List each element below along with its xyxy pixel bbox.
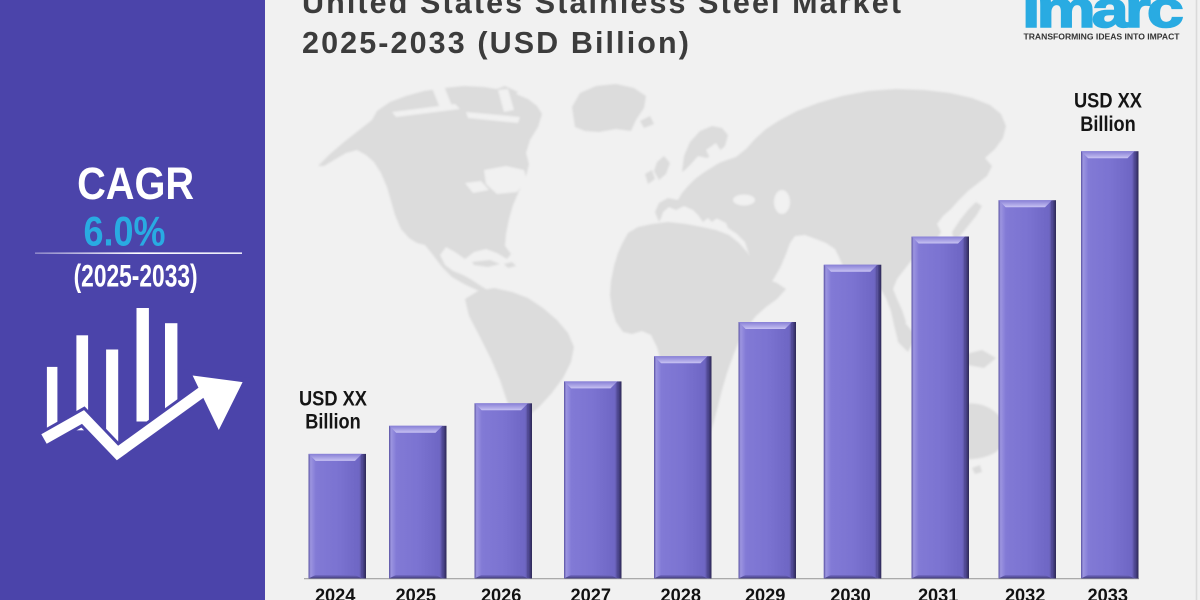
- svg-text:2027: 2027: [571, 585, 612, 600]
- svg-text:2024: 2024: [315, 585, 356, 600]
- svg-text:(2025-2033): (2025-2033): [74, 257, 198, 293]
- svg-text:2025-2033 (USD Billion): 2025-2033 (USD Billion): [302, 26, 691, 60]
- svg-text:2025: 2025: [396, 585, 437, 600]
- svg-text:2028: 2028: [661, 585, 702, 600]
- svg-text:CAGR: CAGR: [77, 158, 194, 209]
- svg-text:USD XX: USD XX: [299, 386, 368, 410]
- svg-text:United States Stainless Steel: United States Stainless Steel Market: [302, 0, 903, 20]
- svg-text:Billion: Billion: [1080, 112, 1136, 136]
- svg-text:2026: 2026: [481, 585, 522, 600]
- svg-text:2033: 2033: [1088, 585, 1129, 600]
- svg-text:2030: 2030: [830, 585, 871, 600]
- svg-text:6.0%: 6.0%: [84, 207, 166, 254]
- svg-text:2032: 2032: [1005, 585, 1046, 600]
- svg-text:TRANSFORMING IDEAS INTO IMPACT: TRANSFORMING IDEAS INTO IMPACT: [1024, 33, 1180, 42]
- svg-text:2029: 2029: [745, 585, 786, 600]
- svg-text:Billion: Billion: [305, 409, 361, 433]
- svg-text:2031: 2031: [918, 585, 959, 600]
- svg-text:USD XX: USD XX: [1074, 89, 1143, 113]
- svg-text:imarc: imarc: [1022, 0, 1183, 39]
